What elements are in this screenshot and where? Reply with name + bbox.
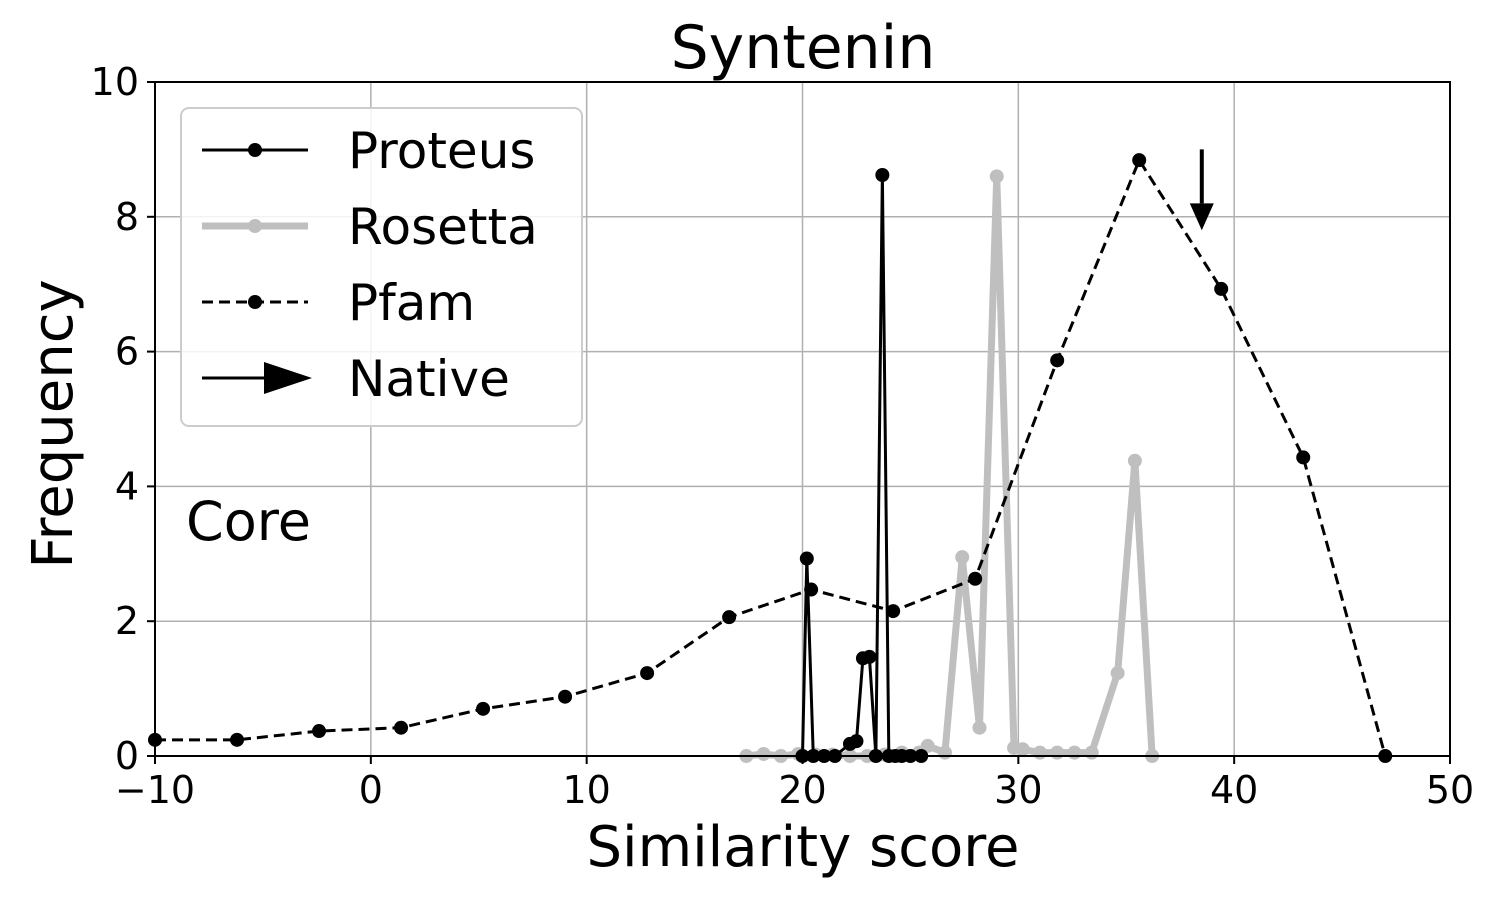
y-axis-ticks: 0 2 4 6 8 10	[91, 60, 155, 778]
y-tick-label: 4	[115, 464, 139, 508]
data-point-rosetta	[955, 550, 970, 565]
data-point-pfam	[1132, 153, 1147, 168]
data-point-pfam	[1050, 353, 1065, 368]
data-point-pfam	[394, 720, 409, 735]
x-axis-label: Similarity score	[586, 815, 1019, 880]
legend-label-rosetta: Rosetta	[348, 198, 538, 256]
native-arrow-marker	[1189, 149, 1214, 231]
data-point-rosetta	[1050, 745, 1065, 760]
data-point-proteus	[862, 649, 877, 664]
series-line-pfam	[155, 158, 1387, 757]
y-tick-label: 10	[91, 60, 139, 104]
data-point-rosetta	[1067, 745, 1082, 760]
data-point-rosetta	[1084, 745, 1099, 760]
data-point-rosetta	[972, 720, 987, 735]
x-tick-label: 0	[359, 768, 383, 812]
x-axis-ticks: −10 0 10 20 30 40 50	[115, 756, 1474, 812]
data-point-rosetta	[1110, 666, 1125, 681]
core-annotation: Core	[186, 490, 311, 553]
data-point-rosetta	[937, 745, 952, 760]
data-point-rosetta	[756, 746, 771, 761]
chart-title: Syntenin	[671, 13, 936, 83]
y-tick-label: 0	[115, 734, 139, 778]
x-tick-label: 30	[994, 768, 1042, 812]
y-tick-label: 6	[115, 330, 139, 374]
legend: Proteus Rosetta Pfam Native	[180, 107, 583, 427]
data-point-rosetta	[1015, 742, 1030, 757]
data-point-pfam	[476, 701, 491, 716]
data-point-proteus	[799, 551, 814, 566]
data-point-proteus	[849, 734, 864, 749]
native-arrow-head	[1189, 203, 1214, 231]
legend-box	[180, 107, 583, 427]
y-tick-label: 8	[115, 195, 139, 239]
series-proteus	[795, 168, 929, 763]
data-point-rosetta	[920, 738, 935, 753]
data-point-pfam	[1214, 281, 1229, 296]
data-point-pfam	[640, 666, 655, 681]
legend-item-native: Native	[202, 350, 510, 408]
legend-item-proteus: Proteus	[202, 122, 535, 180]
x-tick-label: 10	[562, 768, 610, 812]
x-tick-label: −10	[115, 768, 195, 812]
data-point-pfam	[722, 610, 737, 625]
data-point-rosetta	[1127, 453, 1142, 468]
data-point-pfam	[886, 604, 901, 619]
data-point-rosetta	[1032, 745, 1047, 760]
y-tick-label: 2	[115, 599, 139, 643]
native-arrow-icon	[264, 362, 312, 394]
data-point-pfam	[1296, 450, 1311, 465]
x-tick-label: 20	[778, 768, 826, 812]
x-tick-label: 50	[1426, 768, 1474, 812]
y-axis-label: Frequency	[21, 279, 86, 568]
series-line-rosetta	[745, 172, 1156, 760]
legend-label-pfam: Pfam	[348, 274, 475, 332]
data-point-pfam	[968, 571, 983, 586]
data-point-rosetta	[989, 169, 1004, 184]
data-point-proteus	[875, 168, 890, 183]
data-point-pfam	[230, 732, 245, 747]
legend-item-pfam: Pfam	[202, 274, 475, 332]
data-point-pfam	[312, 724, 327, 739]
legend-label-native: Native	[348, 350, 510, 408]
series-line-proteus	[801, 173, 922, 758]
legend-item-rosetta: Rosetta	[202, 198, 538, 256]
data-point-pfam	[558, 689, 573, 704]
x-tick-label: 40	[1210, 768, 1258, 812]
legend-label-proteus: Proteus	[348, 122, 535, 180]
